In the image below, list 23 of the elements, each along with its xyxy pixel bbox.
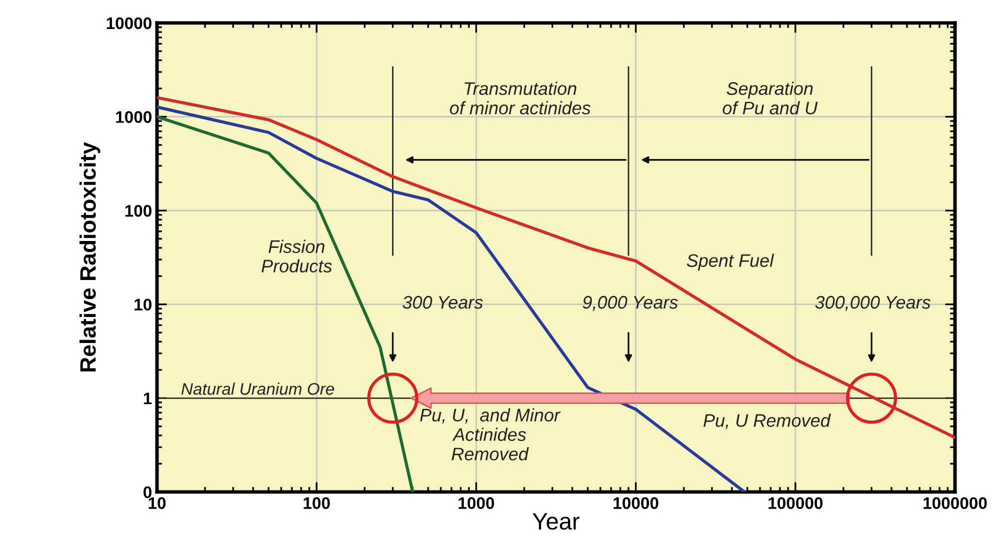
y-tick-label: 1: [144, 392, 152, 404]
annotation: Separation of Pu and U: [722, 82, 818, 114]
y-tick-label: 1000: [116, 111, 152, 123]
x-tick-label: 1000: [458, 497, 494, 510]
x-tick-label: 10000: [614, 497, 658, 510]
annotation: Pu, U, and Minor Actinides Removed: [420, 408, 561, 460]
annotation: 300,000 Years: [815, 296, 931, 311]
x-tick-label: 100000: [768, 497, 823, 510]
x-tick-label: 1000000: [924, 497, 987, 510]
y-axis-title: Relative Radiotoxicity: [80, 142, 100, 372]
annotation: 300 Years: [402, 296, 483, 309]
y-tick-label: 10: [134, 298, 152, 311]
y-tick-label: 0: [144, 486, 152, 498]
x-axis-title: Year: [532, 513, 580, 530]
annotation: 9,000 Years: [582, 296, 678, 311]
annotation: Fission Products: [262, 240, 332, 272]
x-tick-label: 100: [304, 497, 330, 510]
y-tick-label: 10000: [106, 17, 152, 30]
annotation: Pu, U Removed: [704, 414, 831, 430]
annotation: Transmutation of minor actinides: [450, 82, 590, 114]
ref-line-label: Natural Uranium Ore: [181, 382, 334, 395]
annotation: Spent Fuel: [686, 254, 774, 271]
y-tick-label: 100: [125, 204, 152, 217]
